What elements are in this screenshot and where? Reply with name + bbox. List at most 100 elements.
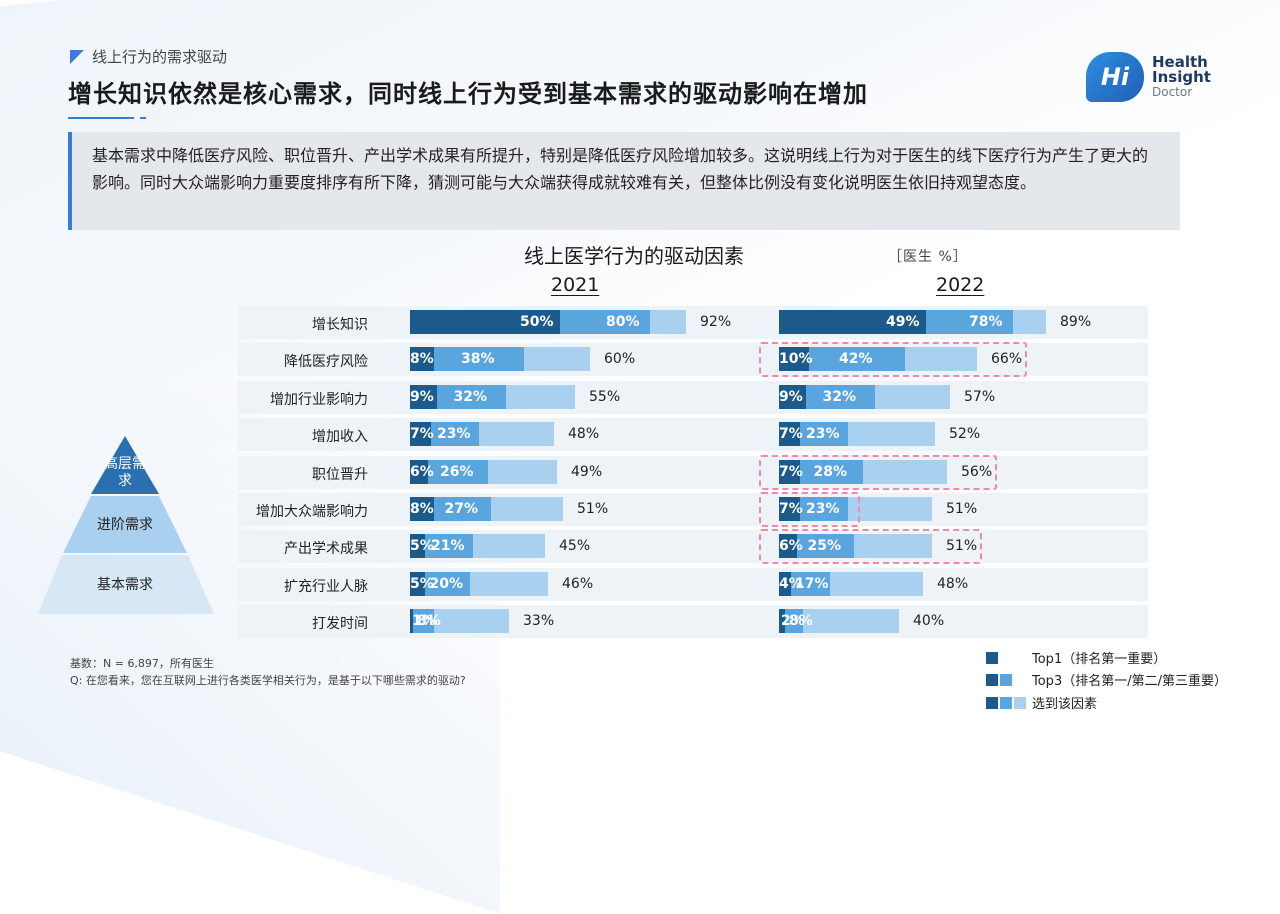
bar-top1-label: 1% [412,613,436,630]
legend-item-top3: Top3（排名第一/第二/第三重要） [986,670,1227,689]
bar-top1-label: 7% [779,501,803,517]
bar-selected-label: 51% [946,501,978,517]
bar-top3-label: 26% [440,463,474,480]
pyramid-middle-tier [63,496,187,553]
bar-top3-label: 20% [429,575,464,592]
bar-selected-label: 46% [562,575,594,592]
bar-top1 [779,310,926,334]
bar-top3-label: 25% [807,538,842,555]
bar-top1 [779,497,800,521]
bar-top3-label: 8% [417,613,441,630]
bar-selected-label: 56% [961,463,993,480]
bar-top1 [410,497,434,521]
category-label: 打发时间 [312,616,368,633]
bar-selected-label: 55% [589,388,621,405]
bar-top1 [410,459,428,484]
bar-top1-label: 7% [410,426,434,443]
bar-selected-label: 52% [949,426,981,443]
chart-unit-label: ［医生 %］ [888,249,968,265]
logo-text: Health Insight Doctor [1152,52,1211,100]
legend-item-top1: Top1（排名第一重要） [986,648,1166,667]
bar-selected-label: 45% [559,538,591,555]
bar-top1-label: 10% [779,351,813,368]
category-label: 扩充行业人脉 [284,578,368,595]
bar-selected-label: 51% [946,538,978,555]
bar-top1-label: 6% [410,463,434,480]
bar-top1 [779,571,791,596]
legend-swatch-top3-b [1000,673,1012,686]
highlight-box [759,342,1027,378]
category-label: 增长知识 [312,317,368,333]
bar-top3-label: 27% [444,501,479,517]
chart-row-bg [238,418,1148,452]
needs-pyramid: 高层需求 进阶需求 基本需求 [38,434,218,616]
pyramid-graphic [38,436,214,614]
bar-selected-label: 48% [568,426,600,443]
bar-top1 [779,422,800,447]
bar-top1-label: 2% [781,613,805,630]
legend-label-top1: Top1（排名第一重要） [1032,652,1167,667]
highlight-box [759,492,860,527]
chart-legend: Top1（排名第一重要） Top3（排名第一/第二/第三重要） 选到该因素 [986,644,1246,714]
category-label: 产出学术成果 [284,541,368,558]
footnote-question: Q: 在您看来，您在互联网上进行各类医学相关行为，是基于以下哪些需求的驱动? [70,674,466,687]
section-triangle-icon [70,49,84,64]
bar-top1 [410,571,425,596]
pyramid-middle-label: 进阶需求 [97,517,153,533]
bar-selected-label: 51% [577,501,609,517]
category-label: 降低医疗风险 [284,354,368,371]
chart-row-bg [238,530,1148,564]
bar-top3-label: 38% [461,351,495,368]
section-label: 线上行为的需求驱动 [92,48,228,66]
chart-row-bg [238,455,1148,489]
page-title: 增长知识依然是核心需求，同时线上行为受到基本需求的驱动影响在增加 [68,80,868,108]
bar-top1 [410,422,431,447]
bar-selected-label: 40% [913,613,945,630]
bar-selected-label: 66% [991,351,1023,368]
bar-top1-label: 9% [410,388,434,405]
legend-swatch-top3-a [986,673,998,686]
bar-top1-label: 8% [410,351,434,368]
pyramid-top-label: 高层需求 [104,456,146,489]
bar-top1-label: 7% [779,463,803,480]
bar-top1 [410,347,434,372]
bar-top1-label: 8% [410,501,434,517]
bar-top3-label: 8% [789,613,813,630]
bar-top1-label: 49% [886,314,920,330]
health-insight-logo: Hi Health Insight Doctor [1086,52,1211,102]
chart-row-bg [238,343,1148,377]
bar-selected-label: 60% [604,351,636,368]
logo-line-1: Health [1152,52,1208,71]
pyramid-top-tier [91,436,159,494]
bar-top1-label: 5% [410,575,434,592]
chart-row-bg [238,605,1148,639]
bar-top3-label: 42% [839,351,873,368]
bar-selected-label: 33% [523,613,555,630]
category-label: 增加行业影响力 [270,391,368,408]
bar-selected-label: 57% [964,388,996,405]
chart-title: 线上医学行为的驱动因素 [524,244,744,268]
year-label-2021: 2021 [551,274,600,296]
legend-swatch-sel-b [1000,696,1012,709]
bar-top3-label: 32% [453,388,488,405]
bar-top1 [779,384,806,409]
pyramid-bottom-label: 基本需求 [97,577,153,593]
driver-bar-chart: 2021 2022 增长知识 50% 80% 92% 49% 78% 89% 降低医疗风险 8% 38… [238,274,1148,639]
legend-swatch-sel-c [1014,696,1026,709]
legend-swatch-top1 [986,651,998,664]
logo-line-3: Doctor [1152,84,1193,99]
bar-top1 [410,384,437,409]
bar-top3-label: 78% [969,314,1003,330]
bar-selected-label: 49% [571,463,603,480]
bar-top1-label: 50% [520,314,554,330]
bar-top3-label: 80% [606,314,640,330]
chart-row-bg [238,493,1148,526]
pyramid-bottom-tier [38,555,214,614]
bar-top3-label: 23% [437,426,471,443]
bar-top1-label: 7% [779,426,803,443]
bar-top1 [779,459,800,484]
bar-top3-label: 21% [431,538,465,555]
bar-top1 [410,310,560,334]
bar-top3-label: 23% [806,426,840,443]
category-label: 职位晋升 [312,466,368,483]
